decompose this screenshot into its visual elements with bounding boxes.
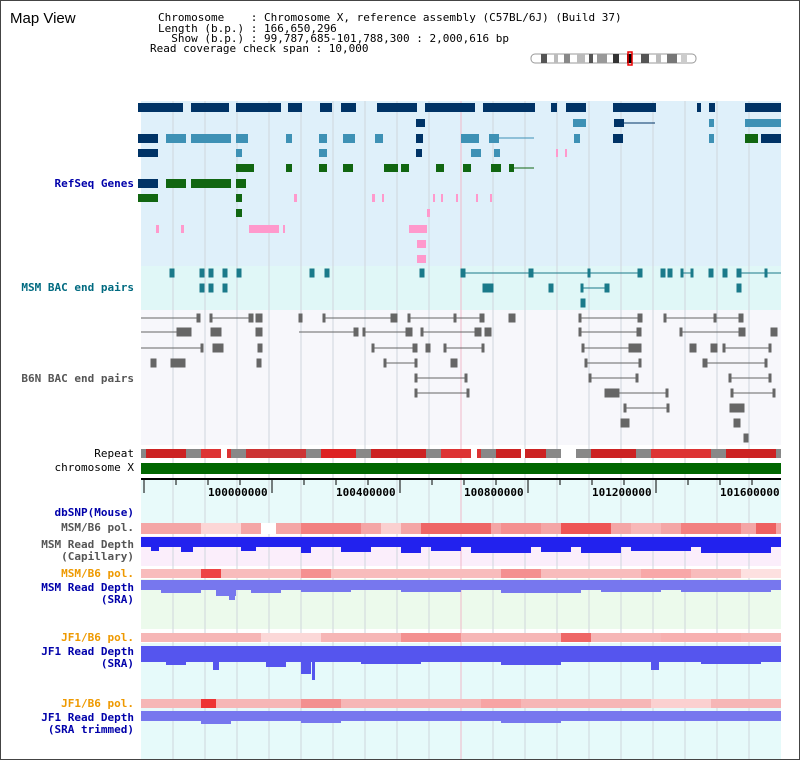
track-label-msm-b6-pol-2[interactable]: MSM/B6 pol.: [61, 567, 134, 580]
track-label-msm-depth-sra-sub: (SRA): [100, 593, 134, 606]
chromosome-info: Chromosome : Chromosome X, reference ass…: [158, 11, 622, 24]
ruler-tick-label: 100400000: [336, 486, 396, 499]
ruler-tick-label: 100000000: [208, 486, 268, 499]
track-label-b6n-bac[interactable]: B6N BAC end pairs: [21, 372, 134, 385]
msm-b6-pol-track: [141, 523, 781, 534]
track-label-msm-depth-capillary-sub: (Capillary): [61, 550, 134, 563]
jf1-b6-pol-track: [141, 633, 781, 642]
ruler-tick-label: 101600000: [720, 486, 780, 499]
track-label-refseq[interactable]: RefSeq Genes: [54, 177, 134, 190]
track-label-msm-depth-sra[interactable]: MSM Read Depth: [41, 581, 134, 594]
track-label-msm-bac[interactable]: MSM BAC end pairs: [21, 281, 134, 294]
track-label-jf1-depth-sra[interactable]: JF1 Read Depth: [41, 645, 134, 658]
msm-b6-pol-track-2: [141, 569, 781, 578]
show-range-info: Show (b.p.) : 99,787,685-101,788,300 : 2…: [158, 32, 509, 45]
track-label-jf1-b6-pol[interactable]: JF1/B6 pol.: [61, 631, 134, 644]
track-label-msm-depth-capillary[interactable]: MSM Read Depth: [41, 538, 134, 551]
chromosome-bar: [141, 463, 781, 474]
ruler-tick-label: 100800000: [464, 486, 524, 499]
msm-capillary-depth-track: [141, 537, 781, 553]
track-label-jf1-depth-trimmed[interactable]: JF1 Read Depth: [41, 711, 134, 724]
track-label-jf1-depth-sra-sub: (SRA): [100, 657, 134, 670]
track-label-dbsnp[interactable]: dbSNP(Mouse): [54, 506, 134, 519]
chromosome-ideogram[interactable]: [530, 51, 697, 66]
length-info: Length (b.p.) : 166,650,296: [158, 22, 337, 35]
jf1-sra-depth-track: [141, 646, 781, 680]
track-label-jf1-depth-trimmed-sub: (SRA trimmed): [47, 723, 134, 736]
refseq-gene-features[interactable]: [138, 103, 781, 263]
msm-sra-depth-track: [141, 580, 781, 600]
b6n-bac-features[interactable]: [141, 313, 778, 443]
jf1-b6-pol-track-2: [141, 699, 781, 708]
track-label-chromosome: chromosome X: [54, 461, 134, 474]
track-label-msm-b6-pol[interactable]: MSM/B6 pol.: [61, 521, 134, 534]
ruler-tick-label: 101200000: [592, 486, 652, 499]
position-ruler: [141, 478, 781, 493]
track-label-repeat: Repeat: [94, 447, 134, 460]
coverage-span-info: Read coverage check span : 10,000: [150, 42, 369, 55]
jf1-trimmed-depth-track: [141, 711, 781, 724]
page-title: Map View: [10, 10, 76, 27]
track-label-jf1-b6-pol-2[interactable]: JF1/B6 pol.: [61, 697, 134, 710]
repeat-track: [141, 449, 781, 458]
msm-bac-features[interactable]: [169, 268, 781, 308]
